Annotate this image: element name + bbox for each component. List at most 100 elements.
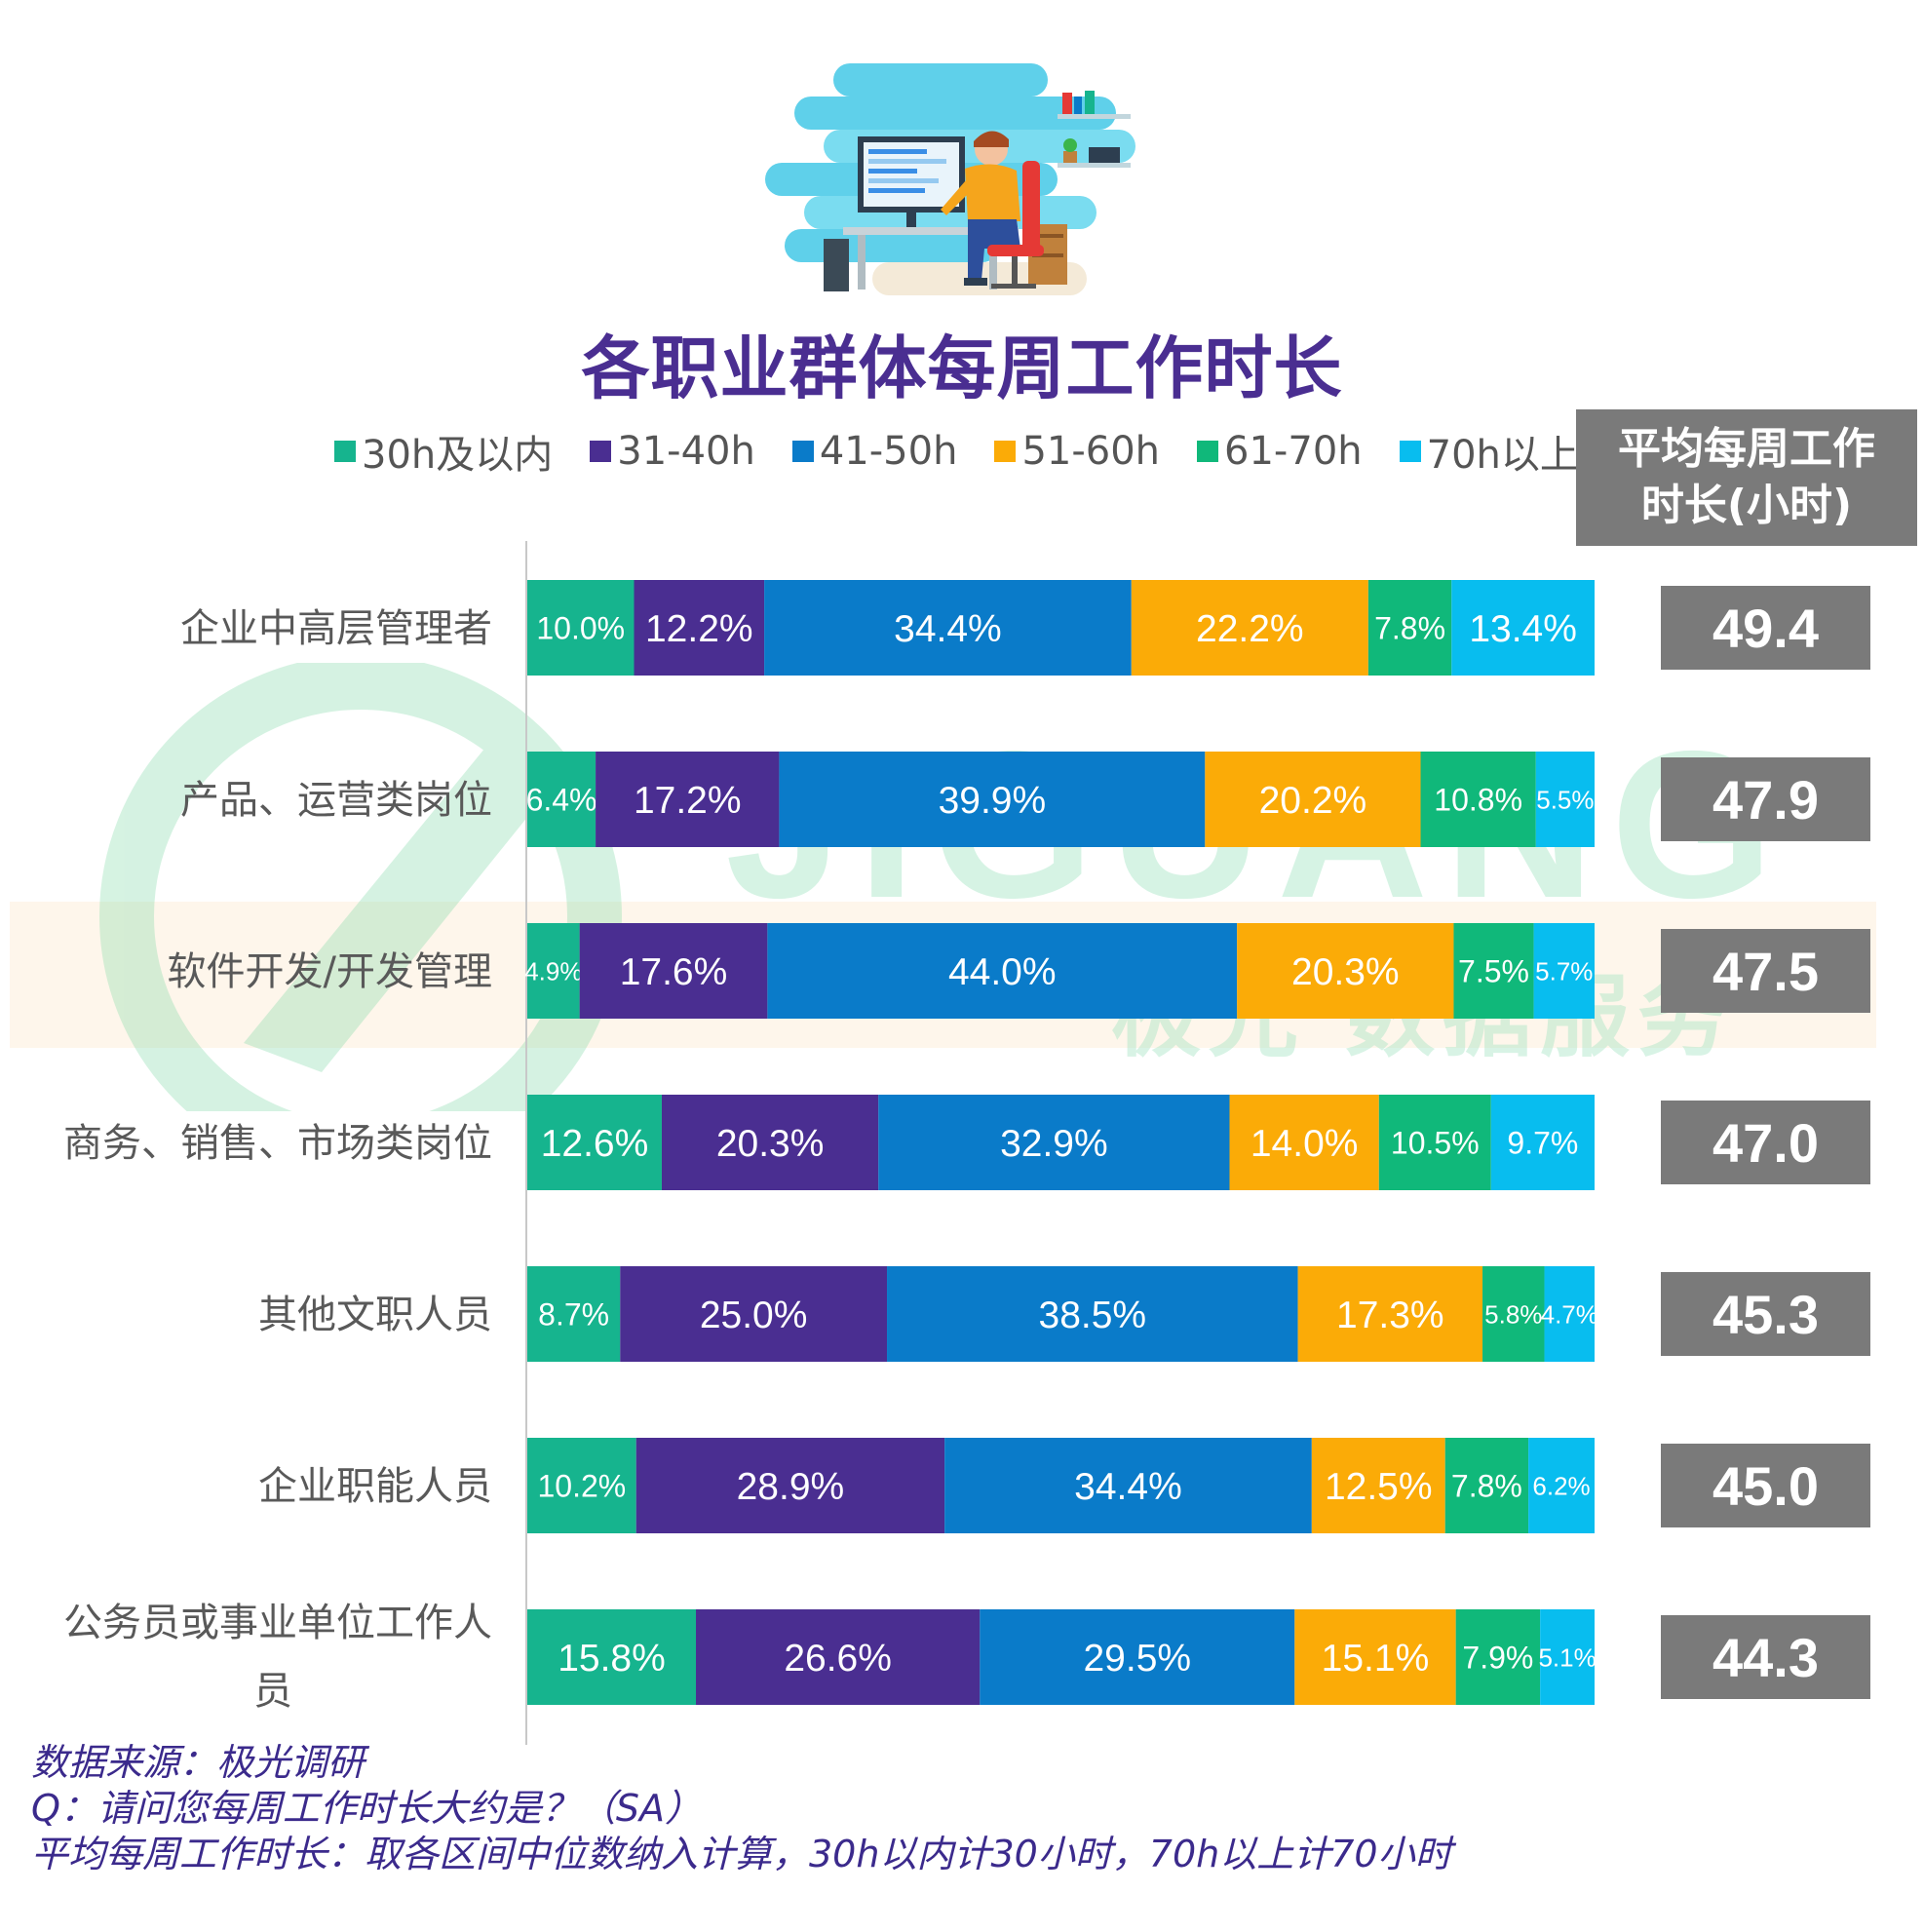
avg-value-label: 49.4 xyxy=(1712,598,1819,659)
segment-value-label: 7.8% xyxy=(1451,1469,1522,1504)
bar-segment xyxy=(1311,1438,1445,1533)
bar-segment xyxy=(527,1609,697,1705)
bar-segment xyxy=(1533,923,1595,1019)
workspace-illustration xyxy=(765,63,1135,295)
bar-segment xyxy=(620,1266,888,1362)
bar-segment xyxy=(527,1095,662,1190)
bar-segment xyxy=(1444,1438,1529,1533)
segment-value-label: 6.4% xyxy=(526,783,597,818)
segment-value-label: 34.4% xyxy=(1074,1466,1182,1508)
bar-segment xyxy=(1297,1266,1483,1362)
avg-value-label: 44.3 xyxy=(1712,1627,1819,1688)
segment-value-label: 20.3% xyxy=(1291,951,1400,993)
segment-value-label: 34.4% xyxy=(894,608,1002,650)
segment-value-label: 13.4% xyxy=(1469,608,1577,650)
category-label: 公务员或事业单位工作人 xyxy=(63,1601,492,1645)
chart-title: 各职业群体每周工作时长 xyxy=(581,328,1343,408)
segment-value-label: 28.9% xyxy=(737,1466,845,1508)
segment-value-label: 25.0% xyxy=(700,1294,808,1336)
segment-value-label: 9.7% xyxy=(1507,1126,1578,1161)
bar-segment xyxy=(1453,923,1534,1019)
bar-segment xyxy=(527,1438,636,1533)
avg-value-label: 47.0 xyxy=(1712,1112,1819,1174)
bar-segment xyxy=(944,1438,1312,1533)
bar-segment xyxy=(527,752,596,847)
legend-item: 51-60h xyxy=(994,429,1160,474)
segment-value-label: 10.2% xyxy=(537,1469,626,1504)
legend-label: 61-70h xyxy=(1224,429,1363,474)
footnotes: 数据来源：极光调研 Q：请问您每周工作时长大约是？（SA） 平均每周工作时长：取… xyxy=(31,1740,1452,1877)
segment-value-label: 10.0% xyxy=(536,611,625,646)
segment-value-label: 17.2% xyxy=(634,780,742,822)
footnote-method: 平均每周工作时长：取各区间中位数纳入计算，30h以内计30小时，70h以上计70… xyxy=(31,1833,1452,1875)
legend-label: 31-40h xyxy=(617,429,755,474)
bar-segment xyxy=(634,580,765,676)
bar-segment xyxy=(878,1095,1230,1190)
bar-segment xyxy=(1490,1095,1595,1190)
segment-value-label: 5.8% xyxy=(1484,1299,1542,1329)
segment-value-label: 20.2% xyxy=(1259,780,1367,822)
segment-value-label: 5.7% xyxy=(1535,956,1593,985)
avg-header-line: 时长(小时) xyxy=(1640,481,1853,530)
legend-label: 41-50h xyxy=(819,429,958,474)
segment-value-label: 12.6% xyxy=(541,1123,649,1165)
bar-segment xyxy=(1544,1266,1595,1362)
legend-swatch xyxy=(791,441,814,462)
legend-item: 41-50h xyxy=(791,429,958,474)
segment-value-label: 17.3% xyxy=(1336,1294,1444,1336)
segment-value-label: 5.1% xyxy=(1538,1642,1596,1672)
legend-label: 51-60h xyxy=(1021,429,1161,474)
chair-icon xyxy=(987,161,1044,289)
avg-value-label: 47.9 xyxy=(1712,769,1819,831)
bar-segment xyxy=(779,752,1206,847)
shelf-icon xyxy=(1058,91,1131,168)
legend-label: 30h及以内 xyxy=(362,433,554,478)
legend-swatch xyxy=(1197,441,1219,462)
segment-value-label: 20.3% xyxy=(716,1123,825,1165)
bar-segment xyxy=(696,1609,981,1705)
segment-value-label: 26.6% xyxy=(784,1638,892,1680)
desk-icon xyxy=(824,224,1067,291)
segment-value-label: 12.2% xyxy=(645,608,753,650)
bar-segment xyxy=(635,1438,945,1533)
legend-swatch xyxy=(590,441,612,462)
bar-segment xyxy=(1237,923,1454,1019)
category-label: 软件开发/开发管理 xyxy=(168,949,492,994)
bar-segment xyxy=(1378,1095,1491,1190)
avg-value-label: 47.5 xyxy=(1712,941,1819,1002)
bar-segment xyxy=(1131,580,1368,676)
bar-segment xyxy=(1535,752,1595,847)
segment-value-label: 39.9% xyxy=(939,780,1047,822)
segment-value-label: 4.7% xyxy=(1541,1299,1598,1329)
segment-value-label: 6.2% xyxy=(1532,1471,1590,1500)
segment-value-label: 10.8% xyxy=(1434,783,1522,818)
segment-value-label: 4.9% xyxy=(524,956,582,985)
avg-value-box xyxy=(1661,1444,1870,1527)
avg-value-box xyxy=(1661,1272,1870,1356)
legend-item: 70h以上 xyxy=(1399,423,1579,480)
category-label: 企业职能人员 xyxy=(258,1464,492,1509)
monitor-icon xyxy=(858,136,965,228)
avg-value-label: 45.3 xyxy=(1712,1284,1819,1345)
bar-segment xyxy=(661,1095,879,1190)
avg-value-box xyxy=(1661,586,1870,670)
avg-value-box xyxy=(1661,1615,1870,1699)
bar-segment xyxy=(764,580,1132,676)
legend-item: 31-40h xyxy=(590,429,755,474)
segment-value-label: 14.0% xyxy=(1251,1123,1359,1165)
segment-value-label: 32.9% xyxy=(1000,1123,1108,1165)
bar-segment xyxy=(1455,1609,1541,1705)
segment-value-label: 15.8% xyxy=(558,1638,666,1680)
segment-value-label: 17.6% xyxy=(620,951,728,993)
legend-swatch xyxy=(994,441,1017,462)
bar-segment xyxy=(1229,1095,1379,1190)
footnote-source: 数据来源：极光调研 xyxy=(31,1741,366,1784)
chart-legend: 30h及以内 31-40h 41-50h 51-60h 61-70h 70h以上 xyxy=(334,427,1579,478)
bar-segment xyxy=(579,923,768,1019)
legend-item: 30h及以内 xyxy=(334,423,553,480)
legend-label: 70h以上 xyxy=(1426,433,1579,478)
avg-value-box xyxy=(1661,757,1870,841)
segment-value-label: 12.5% xyxy=(1325,1466,1433,1508)
segment-value-label: 29.5% xyxy=(1083,1638,1191,1680)
